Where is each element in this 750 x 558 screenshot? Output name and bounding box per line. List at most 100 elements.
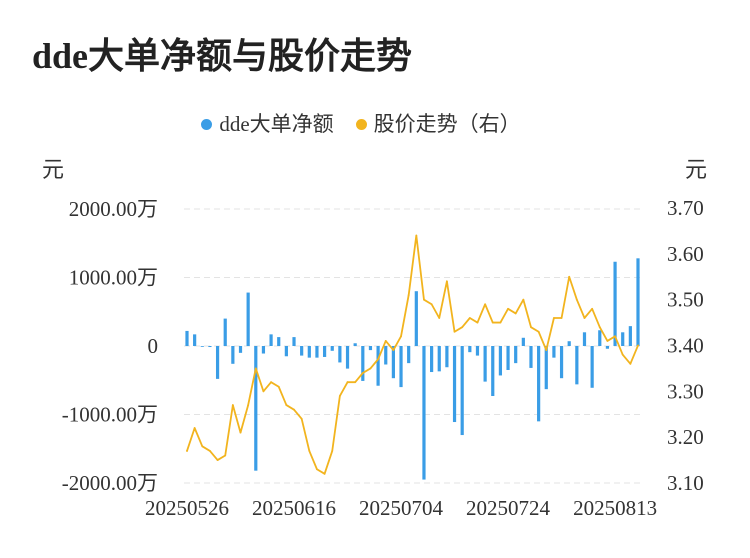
price-point-5 [224,454,227,457]
y-left-tick-label: -1000.00万 [62,403,158,427]
dde-bar-52 [582,332,587,346]
dde-bar-25 [376,346,380,386]
dde-bar-58 [628,326,632,346]
price-point-46 [537,330,540,333]
y-left-tick-label: 2000.00万 [69,197,158,221]
price-point-19 [331,450,334,452]
price-line [186,234,639,475]
dde-bar-59 [636,258,640,346]
price-point-56 [614,335,616,338]
dde-bar-47 [544,346,548,390]
price-point-16 [308,450,311,452]
x-tick-label: 20250616 [252,496,336,520]
legend-item-dde[interactable]: dde大单净额 [201,110,334,138]
dde-bar-42 [506,346,510,370]
dde-bar-8 [246,292,250,346]
price-point-36 [461,326,464,329]
price-point-22 [354,381,357,384]
chart-title: dde大单净额与股价走势 [32,36,413,76]
dde-bar-22 [353,343,357,346]
price-point-38 [476,321,479,324]
price-point-26 [384,340,387,342]
price-point-9 [254,367,257,370]
price-point-3 [209,450,211,452]
price-point-43 [514,312,517,315]
price-point-51 [575,298,578,301]
dde-bar-0 [185,330,189,346]
price-point-27 [392,349,395,351]
y-left-tick-label: 1000.00万 [69,266,158,290]
price-point-35 [453,330,456,333]
dde-bar-9 [254,346,258,471]
price-point-28 [400,335,402,338]
legend-item-price[interactable]: 股价走势（右） [355,110,521,138]
dde-bar-48 [552,346,556,358]
price-point-24 [369,367,372,370]
price-point-58 [629,362,632,365]
x-tick-label: 20250724 [466,496,551,520]
price-point-47 [545,349,548,351]
dde-bar-43 [514,346,518,364]
grid-lines [184,208,641,484]
y-right-tick-label: 3.60 [667,242,704,266]
y-right-tick-label: 3.50 [667,288,704,312]
dde-bar-19 [330,346,334,351]
price-point-21 [346,381,349,384]
price-point-55 [606,340,609,342]
price-point-45 [530,326,532,329]
price-point-33 [438,317,441,319]
dde-bar-46 [537,346,541,422]
price-point-30 [415,234,418,237]
dde-bar-5 [223,318,227,346]
price-point-15 [300,417,303,420]
dde-bar-28 [399,346,403,388]
dde-bar-20 [338,346,342,363]
price-point-57 [621,353,624,356]
price-point-2 [201,445,204,448]
price-point-53 [591,307,594,310]
dde-bar-41 [498,346,503,376]
price-point-29 [407,294,410,296]
price-point-54 [598,326,601,329]
dde-bar-34 [445,346,449,368]
dde-bar-45 [529,346,533,368]
dde-bar-27 [391,346,395,379]
price-point-49 [560,317,563,319]
x-tick-label: 20250526 [145,496,229,520]
dde-bar-1 [193,334,197,346]
line-series [186,234,639,475]
price-point-25 [377,358,379,361]
dde-bar-55 [605,346,610,349]
dde-bar-50 [567,341,571,346]
price-point-4 [216,459,219,461]
dde-bar-18 [322,346,327,357]
x-tick-label: 20250704 [359,496,444,520]
y-left-tick-label: -2000.00万 [62,471,158,495]
price-point-50 [568,275,571,278]
dde-bar-53 [590,346,594,388]
price-point-34 [446,280,448,283]
y-right-tick-label: 3.40 [667,334,704,358]
legend-label-price: 股价走势（右） [373,112,521,136]
legend-dot-price [355,118,367,130]
legend: dde大单净额 股价走势（右） [0,110,722,138]
price-point-44 [522,298,525,301]
price-point-20 [338,395,341,397]
price-point-41 [499,321,502,324]
x-tick-label: 20250813 [573,496,657,520]
dde-bar-26 [384,346,388,365]
dde-bar-40 [491,346,495,396]
dde-bar-30 [414,291,418,346]
price-point-52 [583,317,586,319]
dde-bar-38 [475,346,480,356]
dde-bar-33 [437,346,441,372]
dde-bar-23 [361,346,365,381]
dde-bar-2 [200,346,204,347]
dde-bar-17 [315,346,319,358]
y-right-tick-label: 3.10 [667,471,704,495]
dde-bar-21 [345,346,350,369]
price-point-18 [323,472,326,475]
dde-bar-15 [300,346,304,356]
y-right-tick-label: 3.70 [667,196,704,220]
